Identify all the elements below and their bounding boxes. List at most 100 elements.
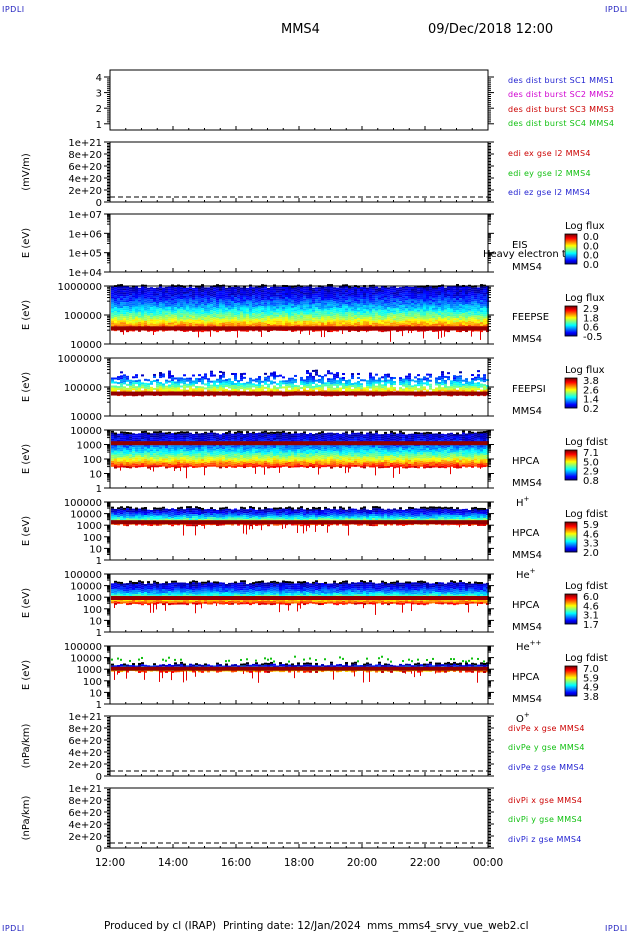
y-tick-label: 0 xyxy=(96,198,102,209)
y-tick-label: 1000 xyxy=(77,665,102,676)
x-tick-label: 12:00 xyxy=(95,857,125,869)
colorbar-tick-label: 7.1 xyxy=(583,448,599,459)
panel-frame xyxy=(109,715,489,777)
x-tick-label: 16:00 xyxy=(221,857,251,869)
y-tick-label: 2e+20 xyxy=(68,832,102,843)
instrument-label: HPCA xyxy=(512,456,540,467)
colorbar xyxy=(564,305,578,337)
y-axis-label: (mV/m) xyxy=(21,153,32,191)
instrument-label: HPCA xyxy=(512,672,540,683)
panel-feepse: 1000000 100000 10000 E (eV) FEEPSE MMS4 Log fl… xyxy=(21,282,605,351)
legend-entry: divPe x gse MMS4 xyxy=(508,724,585,733)
colorbar-tick-label: 4.6 xyxy=(583,601,599,612)
y-tick-label: 8e+20 xyxy=(68,796,102,807)
spacecraft-label: MMS4 xyxy=(512,622,542,633)
species-label: H+ xyxy=(516,495,530,509)
colorbar-tick-label: 1.4 xyxy=(583,395,599,406)
y-tick-label: 1e+21 xyxy=(68,712,102,723)
colorbar-tick-label: 5.0 xyxy=(583,457,599,468)
y-axis-label: E (eV) xyxy=(21,372,32,402)
legend-entry: divPi z gse MMS4 xyxy=(508,835,582,844)
footer-script: mms_mms4_srvy_vue_web2.cl xyxy=(367,920,529,932)
legend-entry: des dist burst SC1 MMS1 xyxy=(508,76,614,85)
y-tick-label: 1000 xyxy=(77,521,102,532)
spectrogram-hpca_hepp xyxy=(111,580,489,615)
legend-entry: des dist burst SC2 MMS2 xyxy=(508,90,614,99)
colorbar-tick-label: 2.9 xyxy=(583,467,599,478)
y-tick-label: 1e+07 xyxy=(68,210,102,221)
y-tick-label: 4e+20 xyxy=(68,174,102,185)
y-axis-label: E (eV) xyxy=(21,588,32,618)
colorbar-tick-label: 4.6 xyxy=(583,529,599,540)
colorbar-tick-label: 0.0 xyxy=(583,232,599,243)
y-tick-label: 4 xyxy=(96,73,102,84)
y-tick-label: 100 xyxy=(83,455,102,466)
y-tick-label: 100000 xyxy=(64,570,102,581)
colorbar-tick-label: 2.0 xyxy=(583,548,599,559)
spectrogram-hpca_he xyxy=(111,506,489,536)
colorbar-tick-label: 6.0 xyxy=(583,592,599,603)
y-tick-label: 1e+05 xyxy=(68,249,102,260)
y-tick-label: 100 xyxy=(83,677,102,688)
colorbar-tick-label: -0.5 xyxy=(583,332,603,343)
spacecraft-label: MMS4 xyxy=(512,334,542,345)
colorbar-tick-label: 0.8 xyxy=(583,476,599,487)
instrument-label: HPCA xyxy=(512,528,540,539)
y-axis-label: E (eV) xyxy=(21,300,32,330)
spacecraft-title: MMS4 xyxy=(281,22,320,37)
legend-entry: edi ez gse l2 MMS4 xyxy=(508,188,590,197)
corner-label-bottom-right: IPDLI xyxy=(605,924,628,933)
colorbar-tick-label: 7.0 xyxy=(583,664,599,675)
y-tick-label: 1e+21 xyxy=(68,784,102,795)
colorbar-tick-label: 5.9 xyxy=(583,673,599,684)
panel-frame xyxy=(109,141,489,203)
colorbar-tick-label: 0.6 xyxy=(583,323,599,334)
y-tick-label: 10 xyxy=(89,470,102,481)
legend-entry: des dist burst SC3 MMS3 xyxy=(508,105,614,114)
legend-entry: divPe y gse MMS4 xyxy=(508,743,585,752)
y-tick-label: 10000 xyxy=(70,340,102,351)
datetime-title: 09/Dec/2018 12:00 xyxy=(428,22,554,37)
colorbar-tick-label: 0.2 xyxy=(583,404,599,415)
colorbar-title: Log flux xyxy=(565,293,605,304)
species-label: Heavy electron to xyxy=(483,249,572,260)
colorbar-title: Log fdist xyxy=(565,581,608,592)
panel-frame xyxy=(109,213,489,273)
panel-hpca_h: 10000 1000 100 10 1 E (eV) HPCA MMS4 H+ Log fdist… xyxy=(21,426,608,509)
y-tick-label: 8e+20 xyxy=(68,724,102,735)
y-tick-label: 10 xyxy=(89,616,102,627)
y-axis-label: E (eV) xyxy=(21,444,32,474)
legend-entry: divPi x gse MMS4 xyxy=(508,796,582,805)
colorbar-tick-label: 3.3 xyxy=(583,539,599,550)
y-tick-label: 100000 xyxy=(64,383,102,394)
y-tick-label: 1e+06 xyxy=(68,229,102,240)
colorbar-tick-label: 1.7 xyxy=(583,620,599,631)
panel-feepsi: 1000000 100000 10000 E (eV) FEEPSI MMS4 Log fl… xyxy=(21,354,605,423)
y-tick-label: 2e+20 xyxy=(68,186,102,197)
y-tick-label: 2 xyxy=(96,104,102,115)
species-label: He++ xyxy=(516,639,542,653)
colorbar-tick-label: 0.0 xyxy=(583,241,599,252)
panel-frame xyxy=(109,645,489,705)
legend-entry: divPe z gse MMS4 xyxy=(508,763,584,772)
colorbar-tick-label: 2.6 xyxy=(583,385,599,396)
colorbar xyxy=(564,521,578,553)
colorbar xyxy=(564,449,578,481)
y-tick-label: 3 xyxy=(96,89,102,100)
footer-printing-date: Printing date: 12/Jan/2024 xyxy=(223,920,361,932)
y-tick-label: 1e+21 xyxy=(68,138,102,149)
colorbar-title: Log fdist xyxy=(565,437,608,448)
y-tick-label: 4e+20 xyxy=(68,748,102,759)
instrument-label: EIS xyxy=(512,240,528,251)
y-tick-label: 1000 xyxy=(77,593,102,604)
y-tick-label: 6e+20 xyxy=(68,808,102,819)
spacecraft-label: MMS4 xyxy=(512,550,542,561)
y-tick-label: 1000000 xyxy=(57,282,102,293)
y-tick-label: 10000 xyxy=(70,412,102,423)
